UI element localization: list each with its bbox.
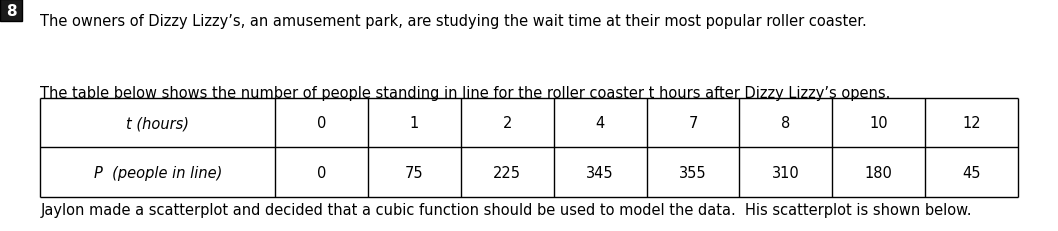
Text: 45: 45 [962, 165, 981, 180]
Text: 180: 180 [864, 165, 893, 180]
Text: 75: 75 [405, 165, 424, 180]
Text: 345: 345 [586, 165, 614, 180]
Text: Jaylon made a scatterplot and decided that a cubic function should be used to mo: Jaylon made a scatterplot and decided th… [40, 202, 971, 217]
Text: 310: 310 [772, 165, 800, 180]
Text: 12: 12 [962, 116, 981, 131]
Text: 8: 8 [781, 116, 790, 131]
Text: 2: 2 [503, 116, 512, 131]
Text: P  (people in line): P (people in line) [93, 165, 222, 180]
Text: The table below shows the number of people standing in line for the roller coast: The table below shows the number of peop… [40, 85, 891, 100]
Text: 355: 355 [679, 165, 707, 180]
Text: 225: 225 [493, 165, 522, 180]
Text: 4: 4 [596, 116, 605, 131]
Text: 10: 10 [870, 116, 888, 131]
Text: 8: 8 [5, 3, 16, 18]
Text: 0: 0 [317, 116, 327, 131]
Text: t (hours): t (hours) [126, 116, 189, 131]
Text: The owners of Dizzy Lizzy’s, an amusement park, are studying the wait time at th: The owners of Dizzy Lizzy’s, an amusemen… [40, 14, 867, 29]
Text: 0: 0 [317, 165, 327, 180]
Text: 7: 7 [689, 116, 697, 131]
Text: 1: 1 [409, 116, 419, 131]
